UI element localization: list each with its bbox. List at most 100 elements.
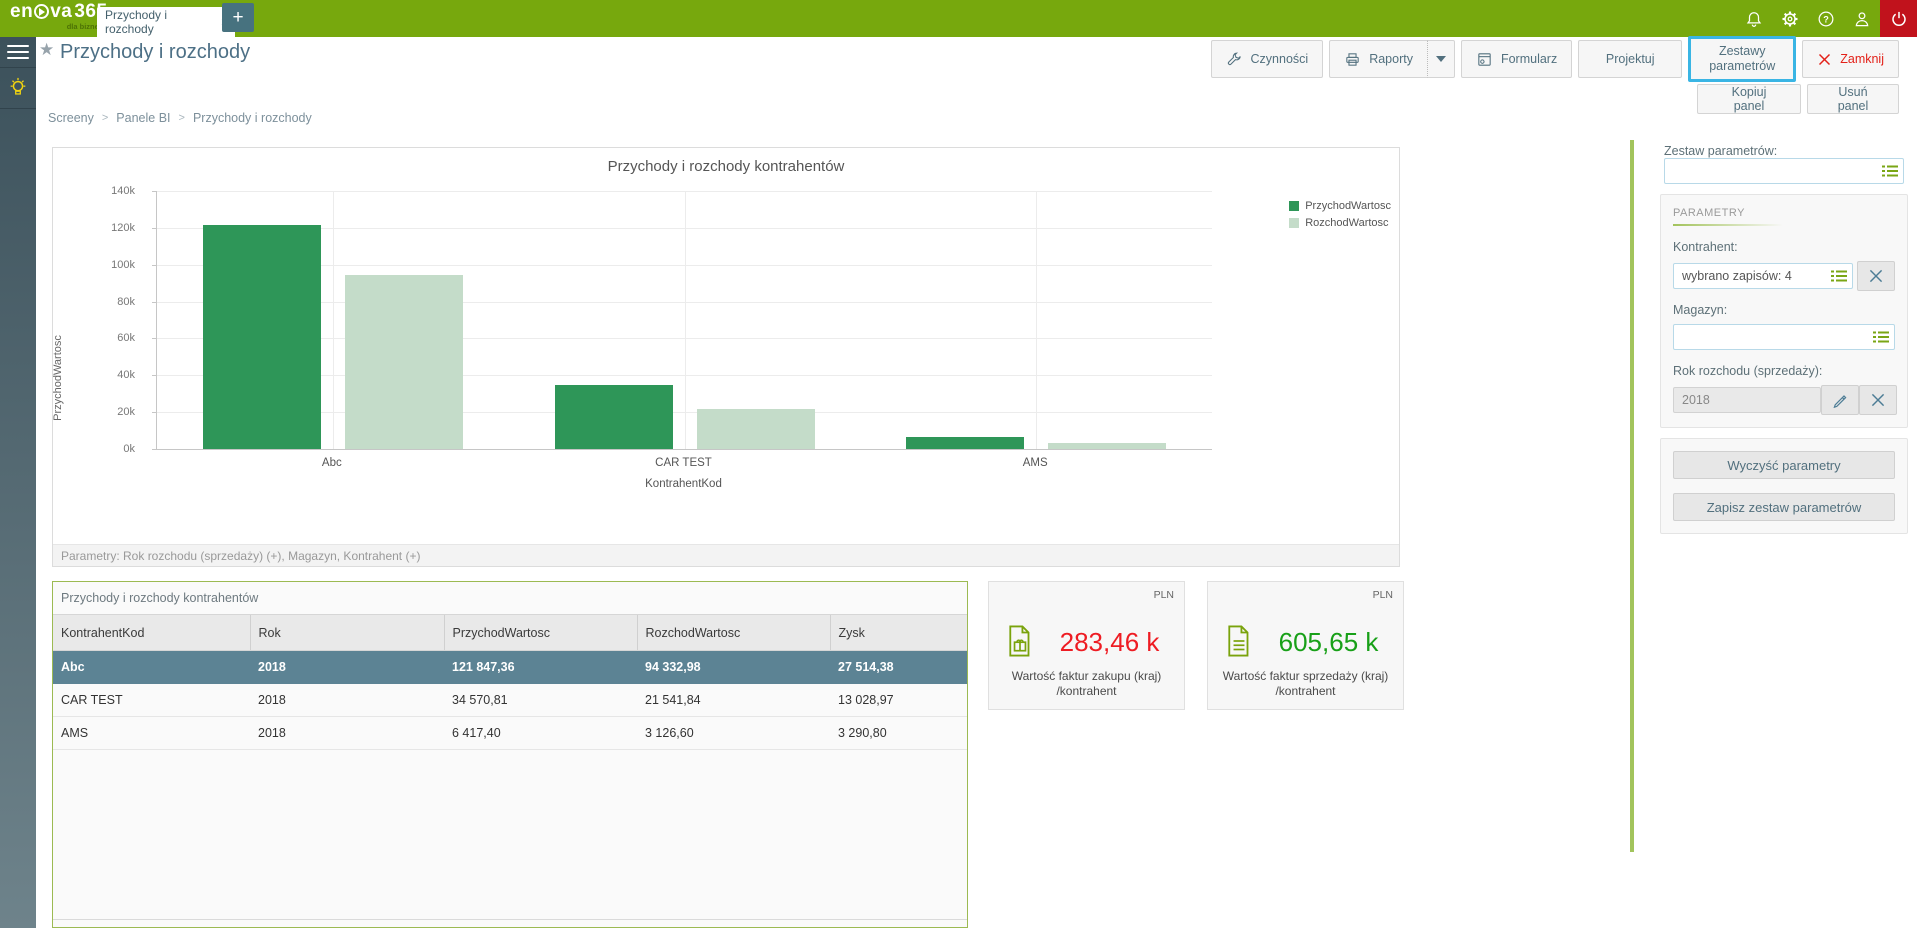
bar-RozchodWartosc-CAR TEST[interactable] [697,409,815,449]
table-title: Przychody i rozchody kontrahentów [53,582,967,614]
legend-item-RozchodWartosc[interactable]: RozchodWartosc [1289,214,1391,231]
kpi-label: Wartość faktur zakupu (kraj) /kontrahent [995,669,1178,699]
list-picker-icon[interactable] [1873,331,1889,344]
column-header-PrzychodWartosc[interactable]: PrzychodWartosc [444,615,637,651]
bar-PrzychodWartosc-AMS[interactable] [906,437,1024,449]
table-cell: 2018 [250,684,444,717]
notifications-button[interactable] [1736,0,1772,37]
y-tick [152,449,157,450]
plus-icon: + [232,7,243,29]
usun-panel-label: Usuń panel [1826,85,1880,113]
breadcrumb-item[interactable]: Panele BI [116,111,170,125]
y-tick [152,338,157,339]
results-table: KontrahentKodRokPrzychodWartoscRozchodWa… [53,614,968,750]
bar-RozchodWartosc-Abc[interactable] [345,275,463,449]
kontrahent-clear-button[interactable] [1857,261,1895,291]
clear-x-icon [1870,392,1886,408]
magazyn-input[interactable] [1673,324,1895,350]
purchase-invoice-icon [1005,624,1035,663]
zamknij-label: Zamknij [1840,52,1884,66]
raporty-button[interactable]: Raporty [1329,40,1427,78]
table-cell: AMS [53,717,250,750]
panel-divider[interactable] [1630,140,1634,852]
zamknij-button[interactable]: Zamknij [1802,40,1899,78]
column-header-KontrahentKod[interactable]: KontrahentKod [53,615,250,651]
chevron-down-icon [1436,56,1446,62]
table-cell: 13 028,97 [830,684,968,717]
bar-group-CAR TEST [555,385,815,449]
y-tick-label: 0k [75,443,135,455]
bar-RozchodWartosc-AMS[interactable] [1048,443,1166,449]
pencil-icon [1832,392,1848,408]
kontrahent-input[interactable] [1673,263,1853,289]
bar-group-AMS [906,437,1166,449]
x-tick-label: AMS [1023,457,1048,469]
new-tab-button[interactable]: + [222,3,254,32]
legend-item-PrzychodWartosc[interactable]: PrzychodWartosc [1289,197,1391,214]
table-row-Abc[interactable]: Abc2018121 847,3694 332,9827 514,38 [53,651,968,684]
settings-button[interactable] [1772,0,1808,37]
form-icon [1476,51,1493,68]
table-header-row: KontrahentKodRokPrzychodWartoscRozchodWa… [53,615,968,651]
list-picker-icon[interactable] [1831,270,1847,283]
favorite-star-icon[interactable]: ★ [39,40,54,60]
column-header-Rok[interactable]: Rok [250,615,444,651]
rok-edit-button[interactable] [1821,385,1859,415]
bar-PrzychodWartosc-Abc[interactable] [203,225,321,450]
left-rail [0,37,36,928]
wyczysc-parametry-button[interactable]: Wyczyść parametry [1673,451,1895,479]
y-tick-label: 80k [75,296,135,308]
czynnosci-button[interactable]: Czynności [1211,40,1324,78]
legend-label: RozchodWartosc [1305,217,1388,229]
user-button[interactable] [1844,0,1880,37]
zestaw-parametrow-input[interactable] [1664,158,1904,184]
wrench-icon [1226,51,1243,68]
parametry-section: PARAMETRY Kontrahent: Magazyn: Rok rozch… [1660,194,1908,428]
y-tick-label: 140k [75,185,135,197]
table-cell: 2018 [250,717,444,750]
y-tick-label: 60k [75,332,135,344]
menu-button[interactable] [0,37,36,68]
breadcrumb-item[interactable]: Screeny [48,111,94,125]
breadcrumb-item[interactable]: Przychody i rozchody [193,111,312,125]
column-header-RozchodWartosc[interactable]: RozchodWartosc [637,615,830,651]
raporty-dropdown-button[interactable] [1427,40,1455,78]
bar-chart-plot [156,191,1212,450]
table-cell: 27 514,38 [830,651,968,684]
help-icon: ? [1816,9,1836,29]
chart-panel: Przychody i rozchody kontrahentów Przych… [52,147,1400,567]
formularz-button[interactable]: Formularz [1461,40,1572,78]
table-row-CAR TEST[interactable]: CAR TEST201834 570,8121 541,8413 028,97 [53,684,968,717]
lightbulb-icon [7,76,29,100]
rok-clear-button[interactable] [1859,385,1897,415]
app-window: enva365 dla biznesu Przychody i rozchody… [0,0,1917,928]
zapisz-zestaw-button[interactable]: Zapisz zestaw parametrów [1673,493,1895,521]
gear-icon [1780,9,1800,29]
list-picker-icon[interactable] [1882,165,1898,178]
projektuj-button[interactable]: Projektuj [1578,40,1682,78]
y-tick-label: 20k [75,406,135,418]
kpi-value: 605,65 k [1260,627,1397,658]
rok-rozchodu-input [1673,387,1821,413]
x-tick-label: Abc [322,457,342,469]
bar-PrzychodWartosc-CAR TEST[interactable] [555,385,673,449]
help-button[interactable]: ? [1808,0,1844,37]
zestawy-parametrow-button[interactable]: Zestawy parametrów [1688,36,1796,82]
power-icon [1889,9,1909,29]
toolbar: Czynności Raporty Formularz Projektuj Ze… [1211,40,1899,78]
table-row-AMS[interactable]: AMS20186 417,403 126,603 290,80 [53,717,968,750]
table-panel: Przychody i rozchody kontrahentów Kontra… [52,581,968,928]
ideas-button[interactable] [0,68,36,109]
tab-przychody-i-rozchody[interactable]: Przychody i rozchody x [97,7,235,37]
clear-x-icon [1868,268,1884,284]
kopiuj-panel-button[interactable]: Kopiuj panel [1697,84,1801,114]
logout-button[interactable] [1880,0,1917,37]
chart-parameters-note: Parametry: Rok rozchodu (sprzedaży) (+),… [53,544,1399,566]
legend-swatch [1289,201,1299,211]
y-tick [152,191,157,192]
column-header-Zysk[interactable]: Zysk [830,615,968,651]
x-axis-title: KontrahentKod [156,478,1211,490]
usun-panel-button[interactable]: Usuń panel [1807,84,1899,114]
kontrahent-label: Kontrahent: [1673,240,1895,254]
rok-rozchodu-label: Rok rozchodu (sprzedaży): [1673,364,1895,378]
